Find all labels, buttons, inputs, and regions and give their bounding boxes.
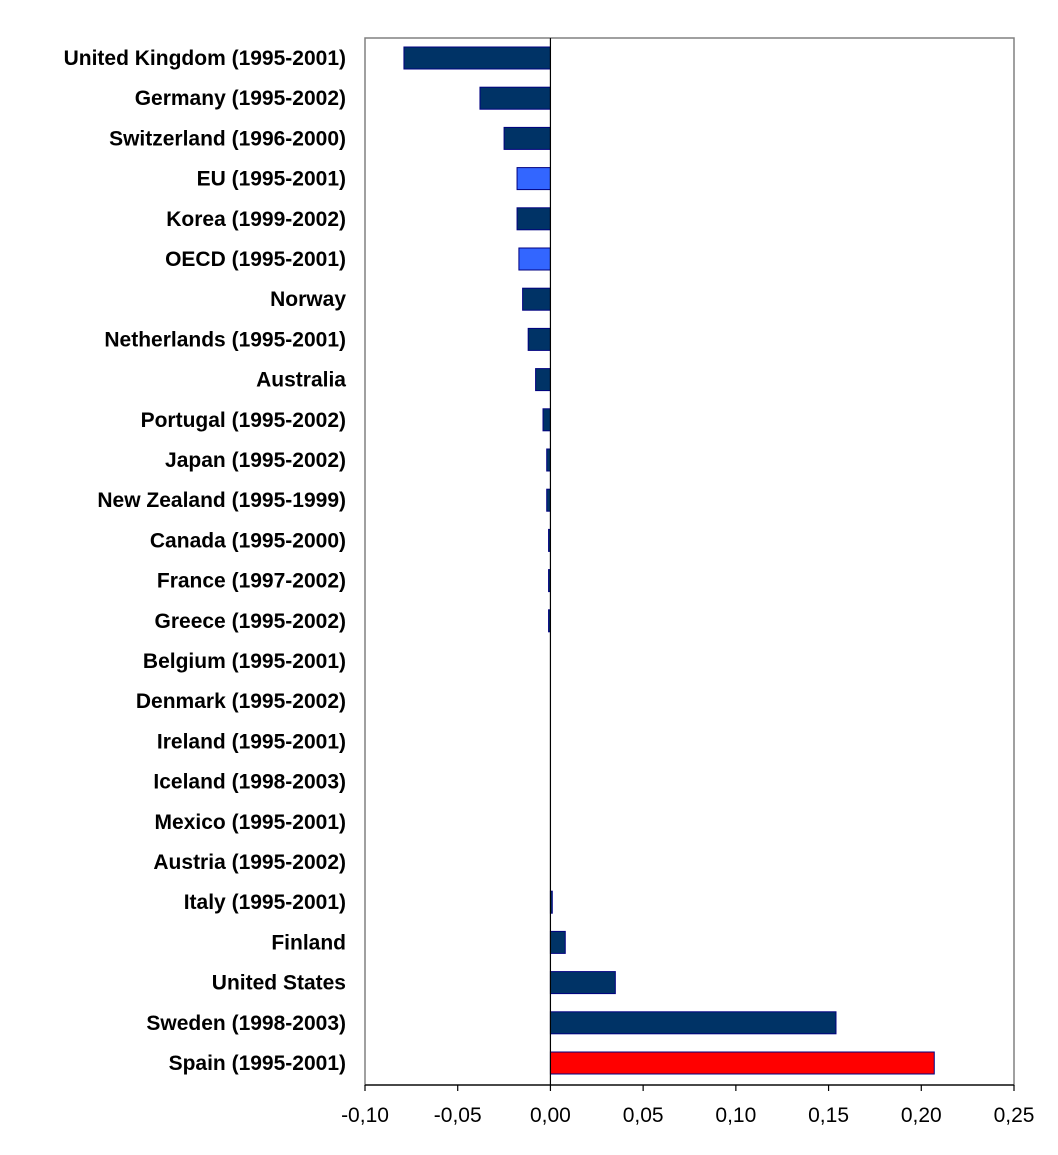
category-label: Switzerland (1996-2000) — [109, 127, 346, 150]
category-label: Sweden (1998-2003) — [146, 1012, 346, 1035]
category-label: Belgium (1995-2001) — [143, 650, 346, 673]
category-label: Greece (1995-2002) — [155, 610, 346, 633]
category-label: Iceland (1998-2003) — [153, 771, 346, 794]
x-tick-label: 0,00 — [530, 1104, 571, 1127]
category-label: Ireland (1995-2001) — [157, 730, 346, 753]
category-label: Germany (1995-2002) — [135, 87, 346, 110]
bar — [516, 207, 551, 231]
bar — [503, 126, 551, 150]
category-label: Italy (1995-2001) — [184, 891, 346, 914]
category-label: Portugal (1995-2002) — [141, 409, 346, 432]
category-label: France (1997-2002) — [157, 570, 346, 593]
category-label: Denmark (1995-2002) — [136, 690, 346, 713]
x-tick-label: 0,05 — [623, 1104, 664, 1127]
category-label: Japan (1995-2002) — [165, 449, 346, 472]
x-tick-label: 0,10 — [715, 1104, 756, 1127]
bar — [516, 167, 551, 191]
category-label: New Zealand (1995-1999) — [97, 489, 346, 512]
bar — [522, 287, 551, 311]
bar — [403, 46, 551, 70]
bar — [535, 368, 551, 392]
category-label: Spain (1995-2001) — [169, 1052, 346, 1075]
x-tick-label: -0,05 — [434, 1104, 482, 1127]
plot-area-frame — [364, 37, 1015, 1086]
bar — [549, 930, 566, 954]
bar — [518, 247, 551, 271]
bar — [549, 1051, 935, 1075]
category-label: Finland — [271, 931, 346, 954]
category-label: Norway — [270, 288, 346, 311]
category-label: Netherlands (1995-2001) — [104, 328, 346, 351]
x-tick-label: 0,25 — [994, 1104, 1035, 1127]
category-label: United Kingdom (1995-2001) — [64, 47, 346, 70]
category-label: Mexico (1995-2001) — [155, 811, 346, 834]
bar — [479, 86, 551, 110]
category-label: EU (1995-2001) — [197, 168, 346, 191]
category-label: Australia — [256, 369, 346, 392]
bar — [542, 408, 551, 432]
category-label: OECD (1995-2001) — [165, 248, 346, 271]
category-label: Korea (1999-2002) — [166, 208, 346, 231]
category-label: United States — [212, 972, 346, 995]
category-label: Austria (1995-2002) — [153, 851, 346, 874]
x-tick-label: -0,10 — [341, 1104, 389, 1127]
bar — [549, 1011, 837, 1035]
x-tick-label: 0,15 — [808, 1104, 849, 1127]
bar — [527, 327, 551, 351]
category-label: Canada (1995-2000) — [150, 529, 346, 552]
x-tick-label: 0,20 — [901, 1104, 942, 1127]
bar — [549, 971, 616, 995]
